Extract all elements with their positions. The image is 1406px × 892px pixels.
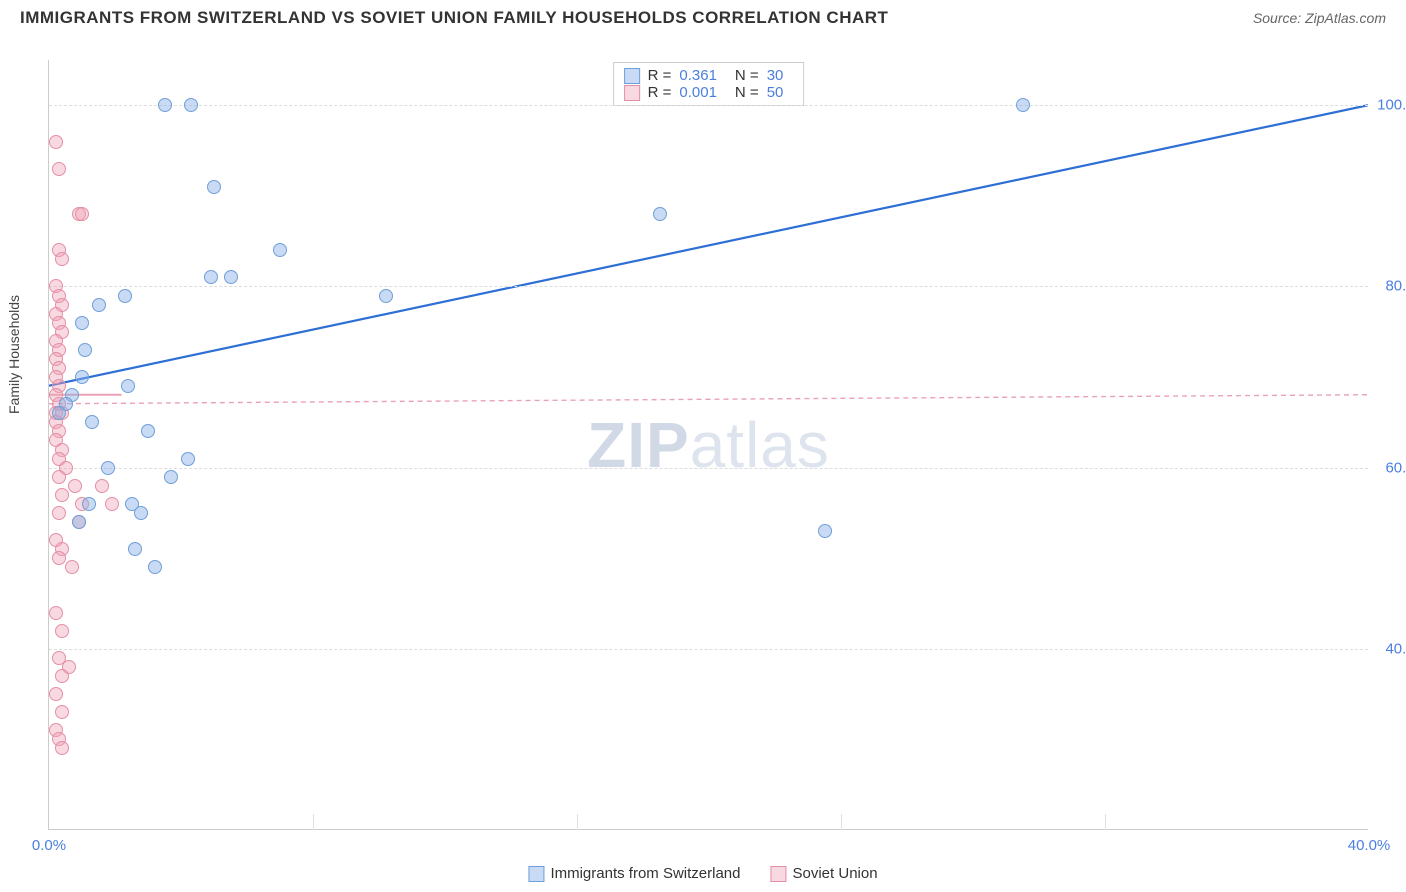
data-point — [118, 289, 132, 303]
data-point — [72, 515, 86, 529]
stats-legend-box: R = 0.361 N = 30 R = 0.001 N = 50 — [613, 62, 805, 106]
data-point — [52, 506, 66, 520]
data-point — [134, 506, 148, 520]
x-tick-label: 0.0% — [32, 837, 66, 854]
data-point — [95, 479, 109, 493]
data-point — [82, 497, 96, 511]
data-point — [158, 98, 172, 112]
data-point — [273, 243, 287, 257]
stats-row-1: R = 0.361 N = 30 — [624, 67, 794, 84]
grid-line-h — [49, 468, 1368, 469]
data-point — [224, 270, 238, 284]
data-point — [92, 298, 106, 312]
data-point — [65, 560, 79, 574]
data-point — [55, 669, 69, 683]
data-point — [49, 135, 63, 149]
data-point — [148, 560, 162, 574]
chart-title: IMMIGRANTS FROM SWITZERLAND VS SOVIET UN… — [20, 8, 888, 28]
data-point — [1016, 98, 1030, 112]
data-point — [105, 497, 119, 511]
legend-label-1: Immigrants from Switzerland — [550, 865, 740, 882]
legend-swatch-1-icon — [528, 866, 544, 882]
plot-area: ZIPatlas R = 0.361 N = 30 R = 0.001 N = … — [48, 60, 1368, 830]
legend-item-1: Immigrants from Switzerland — [528, 865, 740, 882]
data-point — [49, 687, 63, 701]
grid-line-v — [841, 814, 842, 830]
x-tick-label: 40.0% — [1348, 837, 1391, 854]
data-point — [68, 479, 82, 493]
stat-n-value-2: 50 — [767, 84, 784, 101]
data-point — [55, 741, 69, 755]
source-label: Source: ZipAtlas.com — [1253, 10, 1386, 26]
data-point — [55, 705, 69, 719]
stat-r-label: R = — [648, 67, 672, 84]
data-point — [121, 379, 135, 393]
swatch-series-1-icon — [624, 68, 640, 84]
data-point — [207, 180, 221, 194]
stat-r-value-1: 0.361 — [679, 67, 717, 84]
data-point — [55, 624, 69, 638]
y-tick-label: 80.0% — [1373, 278, 1406, 295]
data-point — [204, 270, 218, 284]
legend-item-2: Soviet Union — [771, 865, 878, 882]
watermark-bold: ZIP — [587, 409, 690, 481]
y-tick-label: 40.0% — [1373, 640, 1406, 657]
data-point — [75, 316, 89, 330]
y-axis-title: Family Households — [6, 295, 22, 414]
y-tick-label: 60.0% — [1373, 459, 1406, 476]
data-point — [55, 252, 69, 266]
data-point — [52, 470, 66, 484]
data-point — [181, 452, 195, 466]
grid-line-v — [313, 814, 314, 830]
grid-line-h — [49, 286, 1368, 287]
data-point — [49, 606, 63, 620]
data-point — [55, 488, 69, 502]
stat-r-value-2: 0.001 — [679, 84, 717, 101]
grid-line-h — [49, 105, 1368, 106]
legend-label-2: Soviet Union — [793, 865, 878, 882]
grid-line-v — [577, 814, 578, 830]
watermark-light: atlas — [690, 409, 830, 481]
data-point — [164, 470, 178, 484]
data-point — [818, 524, 832, 538]
y-tick-label: 100.0% — [1373, 97, 1406, 114]
stats-row-2: R = 0.001 N = 50 — [624, 84, 794, 101]
trend-lines — [49, 60, 1368, 829]
data-point — [141, 424, 155, 438]
data-point — [75, 207, 89, 221]
grid-line-h — [49, 649, 1368, 650]
data-point — [75, 370, 89, 384]
data-point — [52, 162, 66, 176]
bottom-legend: Immigrants from Switzerland Soviet Union — [528, 865, 877, 882]
stat-n-label: N = — [735, 67, 759, 84]
data-point — [78, 343, 92, 357]
stat-r-label-2: R = — [648, 84, 672, 101]
data-point — [52, 551, 66, 565]
stat-n-label-2: N = — [735, 84, 759, 101]
legend-swatch-2-icon — [771, 866, 787, 882]
data-point — [101, 461, 115, 475]
data-point — [85, 415, 99, 429]
swatch-series-2-icon — [624, 85, 640, 101]
data-point — [128, 542, 142, 556]
data-point — [52, 406, 66, 420]
stat-n-value-1: 30 — [767, 67, 784, 84]
data-point — [184, 98, 198, 112]
watermark: ZIPatlas — [587, 408, 830, 482]
data-point — [653, 207, 667, 221]
grid-line-v — [1105, 814, 1106, 830]
data-point — [379, 289, 393, 303]
